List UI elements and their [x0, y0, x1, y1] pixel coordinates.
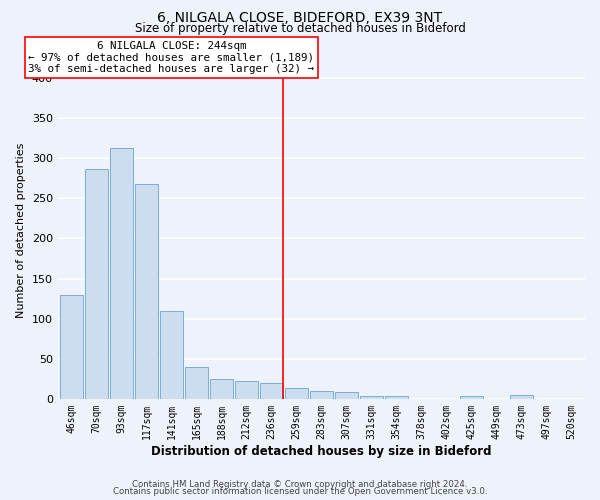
Bar [235, 381, 258, 399]
Bar [160, 312, 183, 399]
Y-axis label: Number of detached properties: Number of detached properties [16, 142, 26, 318]
Bar [210, 379, 233, 399]
Text: Size of property relative to detached houses in Bideford: Size of property relative to detached ho… [134, 22, 466, 35]
Bar [85, 168, 108, 399]
Text: Contains public sector information licensed under the Open Government Licence v3: Contains public sector information licen… [113, 487, 487, 496]
Bar [260, 383, 283, 399]
Text: 6 NILGALA CLOSE: 244sqm
← 97% of detached houses are smaller (1,189)
3% of semi-: 6 NILGALA CLOSE: 244sqm ← 97% of detache… [28, 41, 314, 74]
Bar [510, 395, 533, 399]
Bar [110, 148, 133, 399]
Bar [335, 392, 358, 399]
Text: 6, NILGALA CLOSE, BIDEFORD, EX39 3NT: 6, NILGALA CLOSE, BIDEFORD, EX39 3NT [157, 11, 443, 25]
Bar [185, 366, 208, 399]
Bar [460, 396, 483, 399]
Bar [385, 396, 408, 399]
Bar [135, 184, 158, 399]
X-axis label: Distribution of detached houses by size in Bideford: Distribution of detached houses by size … [151, 444, 491, 458]
Bar [310, 391, 333, 399]
Bar [60, 294, 83, 399]
Bar [285, 388, 308, 399]
Text: Contains HM Land Registry data © Crown copyright and database right 2024.: Contains HM Land Registry data © Crown c… [132, 480, 468, 489]
Bar [360, 396, 383, 399]
